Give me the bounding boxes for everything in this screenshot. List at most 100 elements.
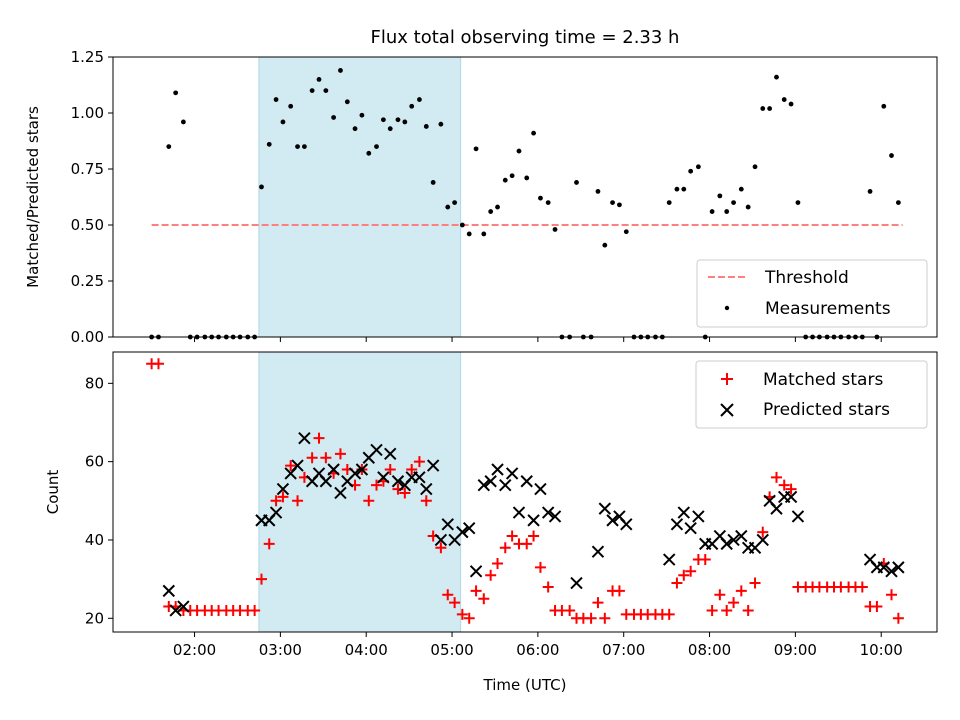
- predicted-star-point: [327, 463, 340, 476]
- matched-star-point: [714, 589, 726, 601]
- y-tick-label: 80: [85, 374, 104, 392]
- predicted-star-point: [469, 565, 483, 578]
- measurement-point: [788, 101, 794, 107]
- bottom-y-axis-label: Count: [44, 470, 62, 515]
- measurement-point: [344, 99, 350, 105]
- measurement-point: [488, 209, 494, 214]
- predicted-star-point: [692, 510, 705, 523]
- predicted-star-point: [677, 506, 690, 519]
- x-tick-label: 04:00: [345, 641, 388, 659]
- measurement-point: [774, 74, 779, 80]
- measurement-point: [359, 112, 365, 118]
- measurement-point: [166, 144, 172, 150]
- measurement-point: [574, 180, 579, 185]
- bottom-legend: Matched stars Predicted stars: [695, 360, 928, 429]
- predicted-star-point: [670, 518, 684, 531]
- predicted-star-point: [620, 518, 633, 531]
- matched-star-point: [152, 358, 164, 370]
- measurement-point: [538, 195, 543, 201]
- predicted-star-point: [505, 467, 519, 480]
- matched-star-point: [384, 463, 396, 475]
- measurement-point: [889, 153, 894, 158]
- measurement-point: [524, 175, 530, 181]
- measurement-point: [466, 231, 472, 237]
- predicted-star-point: [162, 584, 175, 598]
- matched-star-point: [706, 604, 718, 616]
- measurement-point: [681, 186, 687, 192]
- matched-star-point: [406, 463, 418, 475]
- matched-star-point: [785, 483, 797, 495]
- measurement-point: [417, 97, 422, 102]
- matched-star-point: [334, 448, 346, 460]
- predicted-star-point: [276, 482, 290, 496]
- predicted-star-point: [662, 553, 676, 566]
- predicted-star-point: [348, 467, 362, 480]
- matched-star-point: [871, 601, 883, 613]
- predicted-star-point: [298, 431, 311, 445]
- predicted-star-point: [606, 514, 619, 527]
- predicted-star-point: [319, 475, 333, 488]
- matched-star-point: [749, 577, 761, 589]
- measurement-point: [709, 209, 715, 214]
- bottom-axes-frame: [112, 351, 938, 633]
- predicted-star-point: [477, 478, 491, 492]
- x-tick-label: 05:00: [430, 641, 473, 659]
- matched-star-point: [564, 604, 576, 616]
- matched-star-point: [742, 604, 754, 616]
- predicted-star-point: [591, 545, 605, 558]
- predicted-star-point: [520, 475, 533, 488]
- measurement-point: [473, 146, 479, 152]
- measurement-point: [316, 77, 322, 82]
- predicted-star-point: [413, 471, 426, 484]
- matched-star-point: [413, 456, 425, 468]
- x-tick-label: 08:00: [688, 641, 731, 659]
- predicted-star-point: [770, 502, 783, 515]
- predicted-star-point: [877, 561, 890, 574]
- measurement-point: [610, 200, 615, 206]
- measurement-point: [374, 144, 379, 150]
- legend-threshold-label: Threshold: [764, 268, 849, 288]
- measurement-point: [795, 200, 801, 206]
- matched-star-point: [585, 612, 597, 624]
- top-legend-box: [696, 259, 928, 328]
- matched-star-point: [770, 471, 782, 483]
- legend-measurements-swatch: [724, 305, 730, 311]
- measurement-point: [688, 168, 694, 174]
- measurement-point: [438, 121, 444, 127]
- measurement-point: [331, 115, 336, 120]
- measurement-point: [767, 106, 773, 111]
- x-axis-label: Time (UTC): [483, 676, 567, 694]
- matched-star-point: [255, 573, 267, 585]
- matched-star-point: [542, 581, 554, 593]
- matched-star-point: [521, 538, 533, 550]
- bottom-panel: Count Time (UTC) 20 40 60 80 02:00 03:00 04:00…: [44, 351, 938, 694]
- top-plot-area: 0.00 0.25 0.50 0.75 1.00 1.25: [71, 48, 903, 346]
- matched-star-point: [306, 452, 318, 464]
- measurement-point: [509, 173, 515, 179]
- matched-star-point: [592, 597, 604, 609]
- matched-star-point: [534, 561, 546, 573]
- predicted-star-point: [570, 576, 583, 590]
- measurement-point: [395, 117, 401, 123]
- measurement-point: [302, 144, 307, 150]
- matched-star-point: [371, 479, 383, 491]
- predicted-star-point: [512, 506, 526, 519]
- predicted-star-point: [684, 522, 697, 535]
- matched-star-point: [399, 487, 411, 499]
- measurement-point: [717, 193, 723, 199]
- measurement-point: [731, 200, 736, 206]
- predicted-star-point: [727, 533, 740, 547]
- legend-predicted-swatch: [720, 403, 734, 417]
- x-tick-label: 07:00: [602, 641, 645, 659]
- measurement-point: [380, 117, 386, 123]
- predicted-star-point: [370, 443, 383, 457]
- predicted-star-point: [456, 525, 469, 539]
- measurement-point: [602, 242, 608, 248]
- matched-star-point: [757, 526, 769, 538]
- y-tick-label: 0.50: [71, 216, 104, 234]
- matched-star-point: [420, 495, 432, 507]
- matched-star-point: [320, 452, 332, 464]
- matched-star-point: [892, 612, 904, 624]
- predicted-star-point: [892, 561, 905, 574]
- matched-star-point: [721, 604, 733, 616]
